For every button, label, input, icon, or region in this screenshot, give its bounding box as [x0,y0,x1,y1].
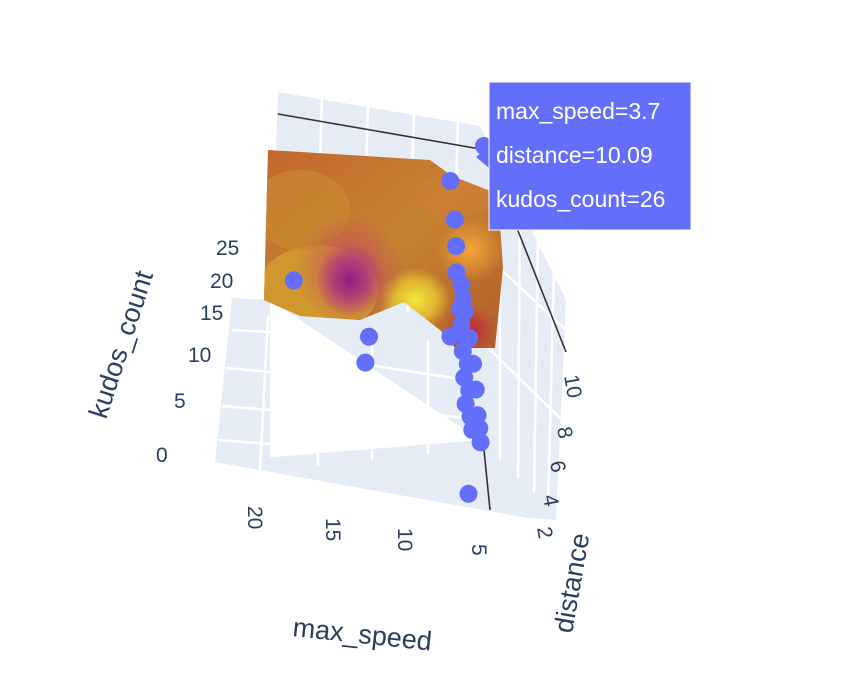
y-tick-label: 2 [532,525,557,541]
x-tick-label: 10 [393,528,416,551]
z-tick-label: 10 [188,344,211,367]
data-point[interactable] [447,237,466,255]
y-tick-label: 6 [545,459,570,475]
data-point[interactable] [464,354,482,373]
data-point[interactable] [441,172,460,190]
y-tick-label: 4 [538,493,563,509]
data-point[interactable] [441,327,460,346]
data-point[interactable] [471,433,490,452]
x-axis: 20 15 10 5 max_speed [243,506,490,657]
data-point[interactable] [470,419,489,438]
x-axis-title: max_speed [291,612,433,656]
data-point[interactable] [451,300,469,318]
z-tick-label: 20 [210,270,233,293]
z-tick-label: 0 [156,444,168,467]
z-tick-label: 25 [216,237,239,260]
hover-line: distance=10.09 [496,142,653,168]
data-point[interactable] [284,271,303,290]
z-tick-label: 15 [200,302,223,325]
x-tick-label: 5 [467,544,490,556]
data-point[interactable] [466,380,485,399]
data-point[interactable] [445,210,464,229]
hover-line: max_speed=3.7 [496,98,660,124]
hover-line: kudos_count=26 [496,186,665,212]
z-axis-title: kudos_count [83,266,159,421]
x-tick-label: 15 [321,518,344,541]
data-point[interactable] [460,328,479,347]
y-axis-title: distance [548,531,595,635]
data-point[interactable] [360,327,378,346]
scatter-points[interactable] [284,137,493,503]
data-point[interactable] [452,276,471,295]
y-tick-label: 10 [559,373,586,400]
z-tick-label: 5 [174,390,186,413]
data-point[interactable] [459,484,478,503]
x-tick-label: 20 [243,506,266,529]
y-tick-label: 8 [552,425,577,441]
data-point[interactable] [356,353,375,372]
z-axis: 25 20 15 10 5 0 kudos_count [83,237,239,467]
hover-tooltip: max_speed=3.7 distance=10.09 kudos_count… [476,81,692,231]
left-wall [215,298,270,470]
